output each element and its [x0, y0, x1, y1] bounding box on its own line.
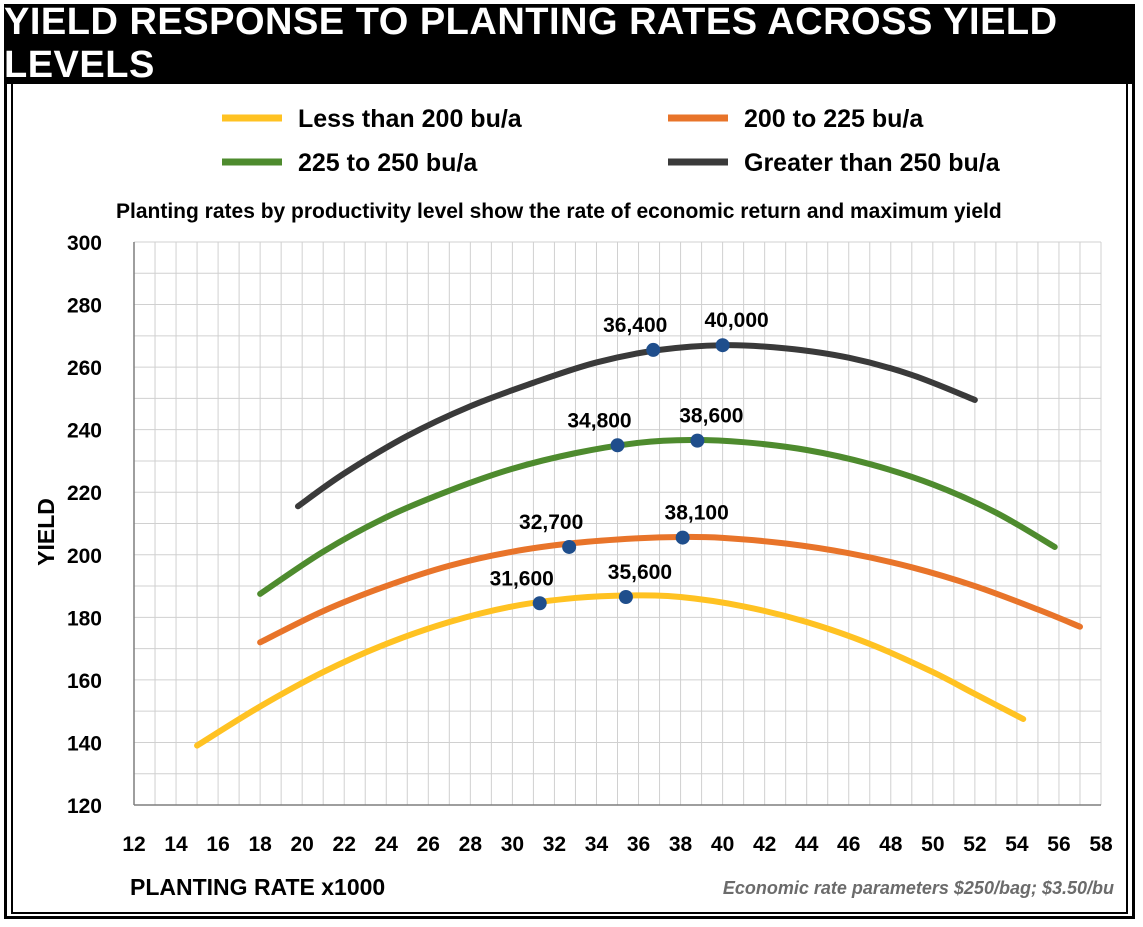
rate-marker: [646, 342, 661, 357]
rate-marker: [715, 338, 730, 353]
x-tick-label: 40: [711, 833, 734, 856]
rate-marker-label: 32,700: [519, 511, 583, 534]
economic-parameters-note: Economic rate parameters $250/bag; $3.50…: [723, 878, 1114, 898]
rate-marker: [562, 539, 577, 554]
x-axis-ticks: 12 14 16 18 20 22 24 26 28 30 32 34 36 38 40 42 44 46 48 50…: [122, 833, 1113, 856]
rate-marker-label: 35,600: [608, 561, 672, 584]
rate-marker: [610, 438, 625, 453]
legend-label-gt-250: Greater than 250 bu/a: [744, 149, 1001, 177]
x-tick-label: 20: [290, 833, 313, 856]
rate-marker-label: 38,600: [679, 405, 743, 428]
series-line-less-200: [194, 592, 1027, 749]
y-tick-label: 180: [67, 607, 102, 630]
rate-marker-label: 38,100: [665, 502, 729, 525]
x-tick-label: 18: [248, 833, 272, 856]
rate-marker: [675, 530, 690, 545]
x-tick-label: 36: [627, 833, 650, 856]
rate-marker: [690, 433, 705, 448]
y-tick-label: 240: [67, 420, 102, 443]
y-tick-label: 160: [67, 670, 102, 693]
x-tick-label: 24: [375, 833, 399, 856]
rate-marker-label: 36,400: [603, 314, 667, 337]
legend-label-200-225: 200 to 225 bu/a: [744, 105, 924, 133]
series-line-gt-250: [294, 342, 978, 510]
x-axis-title: PLANTING RATE x1000: [130, 874, 385, 900]
y-tick-label: 120: [67, 795, 102, 818]
grid: [133, 241, 1102, 806]
legend-label-225-250: 225 to 250 bu/a: [298, 149, 478, 177]
rate-marker: [532, 596, 547, 611]
x-tick-label: 14: [164, 833, 188, 856]
y-tick-label: 280: [67, 295, 102, 318]
series-line-200-225: [257, 533, 1083, 646]
y-tick-label: 260: [67, 357, 102, 380]
x-tick-label: 22: [333, 833, 356, 856]
y-tick-label: 300: [67, 232, 102, 255]
x-tick-label: 48: [879, 833, 903, 856]
y-axis-ticks: 120 140 160 180 200 220 240 260 280 300: [67, 232, 102, 818]
inner-frame: [11, 84, 1128, 914]
series-line-225-250: [257, 436, 1058, 597]
y-tick-label: 140: [67, 732, 102, 755]
y-tick-label: 200: [67, 545, 102, 568]
x-tick-label: 46: [837, 833, 860, 856]
x-tick-label: 26: [417, 833, 440, 856]
chart-frame: [4, 4, 1135, 919]
x-tick-label: 54: [1005, 833, 1029, 856]
x-tick-label: 28: [459, 833, 483, 856]
chart-subtitle: Planting rates by productivity level sho…: [116, 200, 1002, 223]
x-tick-label: 30: [501, 833, 524, 856]
legend-label-less-200: Less than 200 bu/a: [298, 105, 523, 133]
rate-marker: [618, 590, 633, 605]
rate-marker-label: 40,000: [704, 309, 768, 332]
x-tick-label: 12: [122, 833, 145, 856]
y-tick-label: 220: [67, 482, 102, 505]
legend: Less than 200 bu/a 200 to 225 bu/a 225 t…: [222, 105, 1001, 177]
x-tick-label: 56: [1047, 833, 1070, 856]
x-tick-label: 16: [206, 833, 229, 856]
y-axis-title: YIELD: [33, 498, 59, 566]
x-tick-label: 50: [921, 833, 944, 856]
x-tick-label: 38: [669, 833, 693, 856]
chart-title: YIELD RESPONSE TO PLANTING RATES ACROSS …: [4, 1, 1135, 86]
x-tick-label: 42: [753, 833, 776, 856]
rate-marker-label: 31,600: [490, 567, 554, 590]
x-tick-label: 44: [795, 833, 819, 856]
x-tick-label: 58: [1089, 833, 1113, 856]
series-markers: 31,600 35,600 32,700 38,100 34,800 38,600 36,4…: [490, 309, 769, 611]
rate-marker-label: 34,800: [567, 409, 631, 432]
x-tick-label: 32: [543, 833, 566, 856]
x-tick-label: 52: [963, 833, 986, 856]
x-tick-label: 34: [585, 833, 609, 856]
